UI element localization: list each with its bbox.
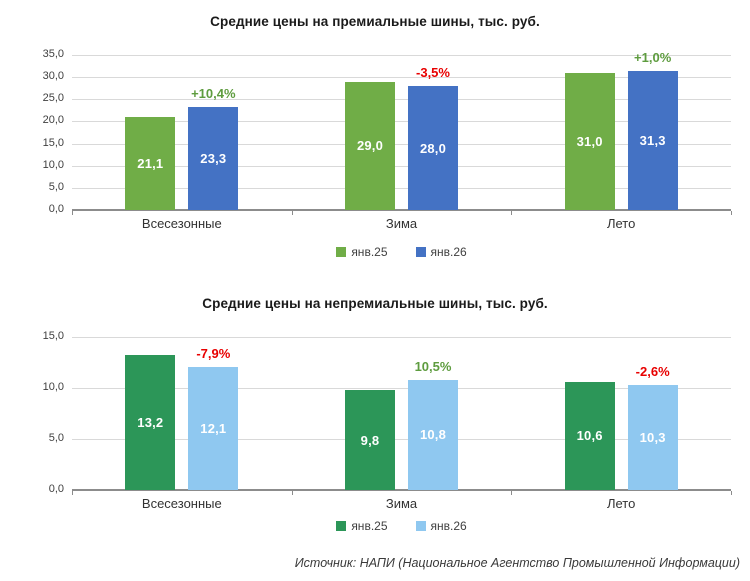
x-axis-tick (72, 211, 73, 215)
y-axis-tick-label: 15,0 (42, 136, 64, 149)
gridline (72, 187, 731, 189)
gridline (72, 121, 731, 123)
bar-value-label: 10,8 (419, 427, 447, 443)
bar-янв.25-Всесезонные: 21,1 (125, 116, 176, 210)
x-axis-tick (292, 491, 293, 495)
gridline (72, 388, 731, 389)
category-label-Всесезонные: Всесезонные (141, 216, 222, 231)
gridline (72, 165, 731, 167)
change-percent-label: +10,4% (191, 85, 236, 101)
bar-value-label: 9,8 (360, 432, 380, 448)
legend-swatch-icon (336, 247, 347, 257)
legend-label: янв.25 (351, 519, 388, 533)
x-axis-tick (292, 211, 293, 215)
legend-item-янв.25: янв.25 (336, 519, 388, 533)
y-axis-tick-label: 0,0 (48, 203, 64, 215)
y-axis-tick-label: 10,0 (42, 158, 64, 171)
gridline (72, 55, 731, 56)
legend-label: янв.26 (430, 519, 467, 533)
bar-value-label: 10,3 (639, 429, 666, 445)
y-axis-tick-label: 35,0 (42, 48, 64, 60)
change-percent-label: -2,6% (635, 363, 670, 379)
legend-item-янв.26: янв.26 (415, 245, 467, 259)
change-percent-label: 10,5% (414, 358, 452, 374)
category-label-Зима: Зима (385, 496, 418, 511)
chart-title: Средние цены на непремиальные шины, тыс.… (202, 296, 548, 311)
category-label-Всесезонные: Всесезонные (141, 496, 222, 511)
x-axis-tick (511, 491, 512, 495)
change-percent-label: -7,9% (196, 345, 231, 361)
gridline (72, 77, 731, 79)
legend-item-янв.26: янв.26 (415, 519, 467, 533)
plot-area (72, 337, 732, 495)
legend-swatch-icon (415, 247, 426, 257)
category-label-Зима: Зима (385, 216, 418, 231)
bar-янв.26-Лето: 10,3 (627, 384, 678, 490)
bar-value-label: 29,0 (356, 138, 384, 154)
x-axis-tick (731, 211, 732, 215)
legend-label: янв.26 (430, 245, 467, 259)
bar-янв.26-Зима: 28,0 (408, 86, 458, 210)
change-percent-label: -3,5% (416, 65, 450, 80)
plot-area (72, 55, 732, 215)
bar-value-label: 21,1 (137, 155, 164, 171)
x-axis-line (72, 489, 731, 491)
gridline (72, 439, 731, 440)
bar-value-label: 10,6 (576, 428, 603, 444)
y-axis-tick-label: 25,0 (42, 92, 64, 105)
y-axis-tick-label: 0,0 (48, 483, 64, 495)
bar-value-label: 13,2 (137, 415, 164, 431)
gridline (72, 143, 731, 145)
bar-value-label: 23,3 (200, 150, 227, 166)
legend-swatch-icon (415, 521, 426, 531)
y-axis-tick-label: 20,0 (42, 114, 64, 127)
bar-янв.25-Зима: 9,8 (345, 390, 395, 490)
y-axis-tick-label: 5,0 (48, 180, 64, 193)
change-percent-label: +1,0% (634, 50, 672, 66)
x-axis-tick (731, 491, 732, 495)
legend: янв.25 янв.26 (72, 519, 731, 533)
bar-value-label: 31,3 (639, 133, 666, 149)
legend-item-янв.25: янв.25 (336, 245, 388, 259)
bar-value-label: 12,1 (200, 420, 227, 436)
bar-value-label: 28,0 (419, 140, 447, 156)
bar-янв.26-Всесезонные: 23,3 (188, 106, 239, 210)
legend-swatch-icon (336, 521, 347, 531)
chart-title: Средние цены на премиальные шины, тыс. р… (210, 14, 540, 29)
category-label-Лето: Лето (606, 216, 636, 231)
bar-янв.25-Всесезонные: 13,2 (125, 355, 176, 490)
bar-янв.26-Зима: 10,8 (408, 379, 458, 490)
gridline (72, 99, 731, 101)
legend: янв.25 янв.26 (72, 245, 731, 259)
y-axis-tick-label: 15,0 (42, 330, 64, 342)
x-axis-line (72, 209, 731, 211)
gridline (72, 337, 731, 338)
bar-янв.25-Лето: 10,6 (564, 381, 615, 490)
bar-янв.26-Лето: 31,3 (627, 71, 678, 210)
y-axis-tick-label: 10,0 (42, 381, 64, 393)
bar-янв.26-Всесезонные: 12,1 (188, 366, 239, 490)
x-axis-tick (511, 211, 512, 215)
y-axis-tick-label: 5,0 (48, 432, 64, 444)
category-label-Лето: Лето (606, 496, 636, 511)
source-note: Источник: НАПИ (Национальное Агентство П… (294, 556, 740, 570)
bar-янв.25-Зима: 29,0 (345, 81, 395, 210)
x-axis-tick (72, 491, 73, 495)
bar-value-label: 31,0 (576, 133, 603, 149)
legend-label: янв.25 (351, 245, 388, 259)
bar-янв.25-Лето: 31,0 (564, 72, 615, 210)
y-axis-tick-label: 30,0 (42, 70, 64, 83)
